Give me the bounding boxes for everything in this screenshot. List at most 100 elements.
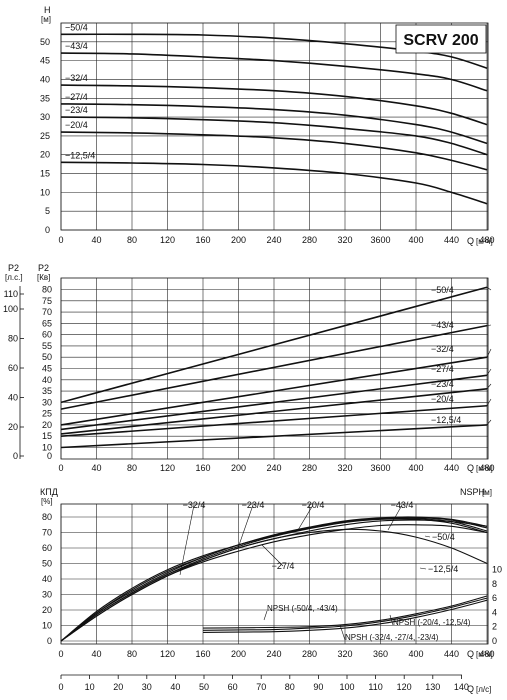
head-y-tick: 45 bbox=[40, 56, 50, 66]
head-curve-label: −50/4 bbox=[65, 22, 88, 32]
eff-x-tick: 400 bbox=[408, 649, 423, 659]
ls-x-tick: 10 bbox=[85, 682, 95, 692]
ls-x-tick: 50 bbox=[199, 682, 209, 692]
power-hp-tick: 80 bbox=[8, 334, 18, 344]
eff-label-leader bbox=[261, 544, 284, 567]
power-x-tick: 160 bbox=[195, 463, 210, 473]
efficiency-curve bbox=[60, 516, 488, 642]
ls-x-tick: 80 bbox=[285, 682, 295, 692]
power-curve-label: −43/4 bbox=[431, 320, 454, 330]
power-x-tick: 440 bbox=[444, 463, 459, 473]
head-y-tick: 40 bbox=[40, 74, 50, 84]
head-y-tick: 20 bbox=[40, 150, 50, 160]
head-curve-label: −23/4 bbox=[65, 105, 88, 115]
head-y-tick: 50 bbox=[40, 37, 50, 47]
power-x-tick: 280 bbox=[302, 463, 317, 473]
npsh-y-tick: 8 bbox=[492, 579, 497, 589]
power-kw-tick: 45 bbox=[42, 364, 52, 374]
head-curve-label: −20/4 bbox=[65, 120, 88, 130]
eff-y-tick: 40 bbox=[42, 574, 52, 584]
head-x-tick: 160 bbox=[195, 235, 210, 245]
eff-label-leader bbox=[387, 504, 403, 531]
power-curve bbox=[60, 356, 488, 426]
eff-curve-label: −43/4 bbox=[391, 500, 414, 510]
power-kw-tick: 20 bbox=[42, 420, 52, 430]
head-y-tick: 5 bbox=[45, 206, 50, 216]
eff-y-tick: 70 bbox=[42, 528, 52, 538]
eff-label-leader bbox=[419, 567, 427, 570]
head-y-tick: 25 bbox=[40, 131, 50, 141]
eff-x-tick: 480 bbox=[479, 649, 494, 659]
npsh-curve-label: NPSH (-20/4, -12,5/4) bbox=[393, 618, 471, 627]
npsh-y-tick: 6 bbox=[492, 593, 497, 603]
eff-x-tick: 440 bbox=[444, 649, 459, 659]
power-x-tick: 0 bbox=[58, 463, 63, 473]
power-kw-tick: 35 bbox=[42, 386, 52, 396]
head-curve bbox=[60, 161, 488, 205]
npsh-curve bbox=[202, 599, 488, 633]
head-curve bbox=[60, 116, 488, 156]
ls-x-tick: 120 bbox=[397, 682, 412, 692]
power-kw-tick: 25 bbox=[42, 409, 52, 419]
eff-x-tick: 120 bbox=[160, 649, 175, 659]
power-x-tick: 400 bbox=[408, 463, 423, 473]
power-x-label: Q bbox=[467, 463, 474, 473]
power-x-tick: 40 bbox=[91, 463, 101, 473]
head-x-tick: 40 bbox=[91, 235, 101, 245]
power-label-leader bbox=[486, 419, 492, 426]
eff-curve-label: −32/4 bbox=[183, 500, 206, 510]
eff-y-tick: 80 bbox=[42, 512, 52, 522]
efficiency-curve bbox=[60, 518, 488, 642]
ls-x-tick: 110 bbox=[368, 682, 382, 692]
power-x-tick: 200 bbox=[231, 463, 246, 473]
power-x-tick: 320 bbox=[337, 463, 352, 473]
eff-curve-label: −27/4 bbox=[272, 561, 295, 571]
eff-curve-label: −20/4 bbox=[302, 500, 325, 510]
power-curve bbox=[60, 374, 488, 431]
npsh-y-tick: 10 bbox=[492, 565, 502, 575]
power-kw-tick: 60 bbox=[42, 330, 52, 340]
ls-x-label: Q bbox=[467, 684, 474, 694]
ls-x-tick: 20 bbox=[113, 682, 123, 692]
head-curve bbox=[60, 131, 488, 171]
head-x-unit: [м³ч] bbox=[476, 237, 493, 246]
eff-y-tick: 0 bbox=[47, 636, 52, 646]
eff-x-tick: 40 bbox=[91, 649, 101, 659]
npsh-y-tick: 4 bbox=[492, 607, 497, 617]
head-x-tick: 280 bbox=[302, 235, 317, 245]
power-curve bbox=[60, 404, 488, 438]
power-kw-tick: 50 bbox=[42, 352, 52, 362]
eff-curve-label: −12,5/4 bbox=[428, 564, 458, 574]
title-box bbox=[395, 24, 487, 54]
power-kw-tick: 80 bbox=[42, 285, 52, 295]
npsh-curve bbox=[202, 595, 488, 629]
npsh-label-leader bbox=[339, 624, 346, 641]
eff-x-tick: 280 bbox=[302, 649, 317, 659]
npsh-y-tick: 0 bbox=[492, 636, 497, 646]
eff-label-leader bbox=[424, 535, 431, 538]
power-x-unit: [м³ч] bbox=[476, 464, 493, 473]
head-y-tick: 10 bbox=[40, 187, 50, 197]
head-curve-label: −27/4 bbox=[65, 92, 88, 102]
power-label-leader bbox=[486, 286, 492, 291]
power-x-tick: 120 bbox=[160, 463, 175, 473]
power-label-leader bbox=[486, 324, 492, 326]
eff-x-tick: 240 bbox=[266, 649, 281, 659]
ls-x-tick: 60 bbox=[228, 682, 238, 692]
head-y-tick: 30 bbox=[40, 112, 50, 122]
head-chart: 0 40 80 120 160 200 240 280 320 3600 400 440 480 0 5 10… bbox=[40, 5, 495, 246]
eff-y-tick: 50 bbox=[42, 559, 52, 569]
head-y-tick: 15 bbox=[40, 169, 50, 179]
ls-x-unit: [л/с] bbox=[476, 685, 491, 694]
power-x-tick: 480 bbox=[479, 463, 494, 473]
eff-x-tick: 200 bbox=[231, 649, 246, 659]
power-label-leader bbox=[486, 368, 492, 376]
head-y-label: H bbox=[44, 5, 51, 15]
ls-x-tick: 70 bbox=[256, 682, 266, 692]
power-kw-tick: 30 bbox=[42, 397, 52, 407]
power-label-leader bbox=[486, 383, 492, 390]
head-curve bbox=[60, 84, 488, 126]
eff-y-tick: 10 bbox=[42, 621, 52, 631]
npsh-curve-label: NPSH (-50/4, -43/4) bbox=[267, 604, 338, 613]
npsh-label-leader bbox=[389, 614, 394, 626]
